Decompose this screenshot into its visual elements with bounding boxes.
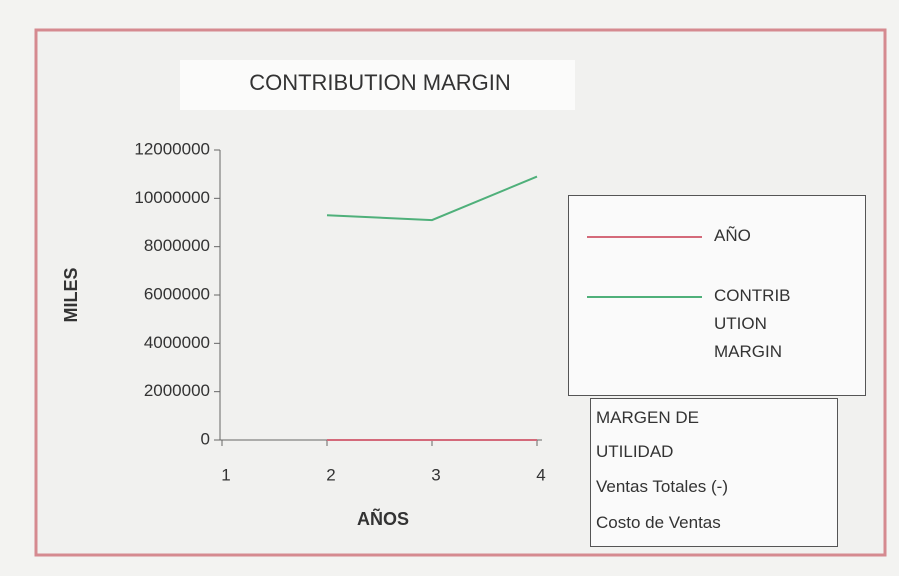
annotation-line: MARGEN DE UTILIDAD bbox=[596, 408, 699, 461]
x-tick-label: 1 bbox=[221, 465, 230, 484]
y-tick-label: 10000000 bbox=[134, 188, 210, 207]
chart-title: CONTRIBUTION MARGIN bbox=[249, 70, 511, 95]
legend-label: AÑO bbox=[714, 226, 751, 245]
y-tick-label: 8000000 bbox=[144, 236, 210, 255]
legend-label: CONTRIBUTION MARGIN bbox=[714, 286, 791, 361]
annotation-line: Costo de Ventas bbox=[596, 513, 721, 532]
legend-swatch bbox=[587, 296, 702, 298]
annotation-line: Ventas Totales (-) bbox=[596, 477, 728, 496]
annotation-box: MARGEN DE UTILIDAD Ventas Totales (-) Cost… bbox=[590, 398, 838, 547]
y-tick-label: 6000000 bbox=[144, 284, 210, 303]
x-axis-label: AÑOS bbox=[357, 508, 409, 529]
legend: AÑO CONTRIBUTION MARGIN bbox=[568, 195, 866, 396]
y-tick-label: 2000000 bbox=[144, 381, 210, 400]
legend-item: CONTRIBUTION MARGIN bbox=[587, 286, 800, 366]
y-axis-label: MILES bbox=[61, 267, 81, 322]
y-tick-label: 0 bbox=[201, 429, 210, 448]
x-tick-label: 2 bbox=[326, 465, 335, 484]
y-tick-label: 12000000 bbox=[134, 139, 210, 158]
series-line bbox=[326, 175, 538, 222]
y-tick-label: 4000000 bbox=[144, 333, 210, 352]
title-box bbox=[180, 60, 575, 110]
legend-item: AÑO bbox=[587, 226, 800, 250]
x-tick-label: 4 bbox=[536, 465, 545, 484]
legend-swatch bbox=[587, 236, 702, 238]
x-tick-label: 3 bbox=[431, 465, 440, 484]
